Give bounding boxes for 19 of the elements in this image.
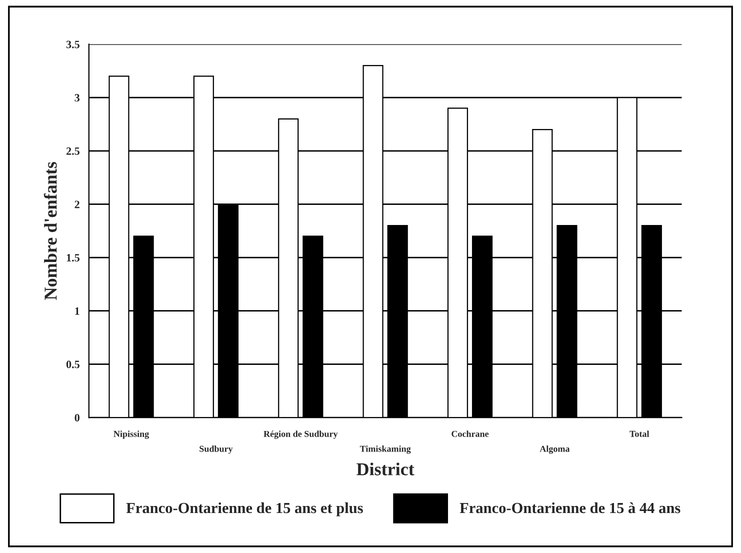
x-tick-label: Cochrane (452, 430, 489, 437)
x-tick-label: Nipissing (114, 430, 149, 439)
x-tick-label: Région de Sudbury (264, 430, 338, 439)
y-tick-label: 1 (75, 307, 80, 315)
y-tick-label: 0 (74, 414, 80, 422)
x-tick-label: Algoma (540, 446, 570, 454)
y-tick-label: 2 (74, 200, 80, 208)
y-tick-label: 0.5 (66, 360, 80, 368)
y-tick-label: 1.5 (66, 254, 80, 262)
y-tick-label: 3.5 (66, 40, 80, 48)
y-axis-title: Nombre d'enfants (44, 162, 57, 300)
y-tick-label: 2.5 (66, 147, 80, 155)
x-tick-label: Sudbury (200, 446, 233, 454)
x-tick-label: Total (630, 430, 650, 437)
y-tick-label: 3 (74, 94, 80, 102)
legend-label: Franco-Ontarienne de 15 à 44 ans (460, 502, 680, 514)
x-axis-title: District (356, 462, 414, 476)
legend-label: Franco-Ontarienne de 15 ans et plus (126, 502, 363, 516)
x-tick-label: Timiskaming (360, 446, 411, 454)
